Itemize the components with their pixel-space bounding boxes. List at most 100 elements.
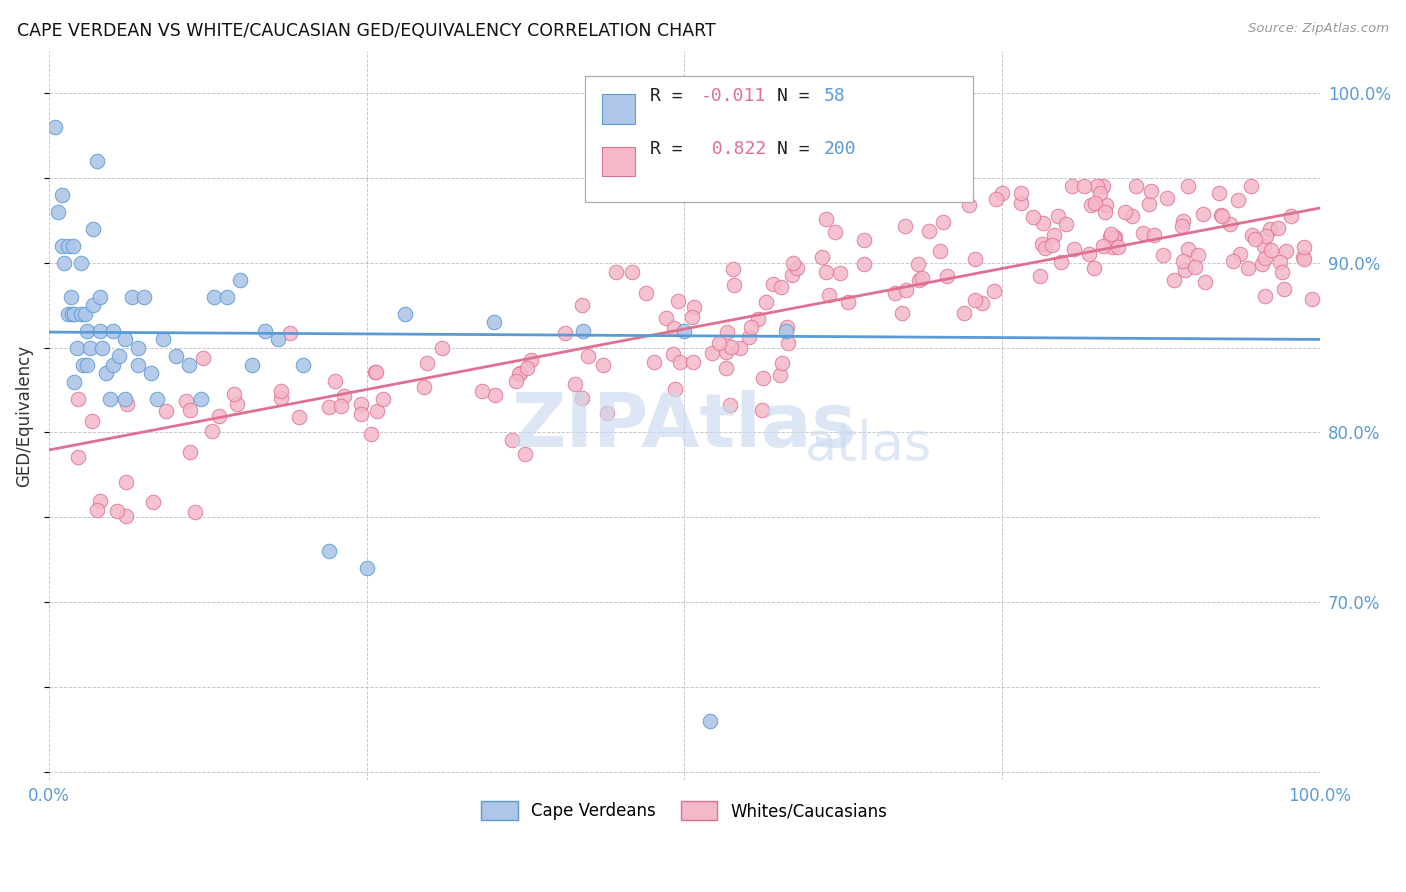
Text: R =: R = <box>650 87 693 105</box>
Point <box>1042 227 1064 242</box>
Point <box>191 351 214 365</box>
Point <box>1073 179 1095 194</box>
Point <box>1084 195 1107 210</box>
Point <box>1177 242 1199 256</box>
Point <box>1022 210 1045 224</box>
Point <box>134 290 156 304</box>
Point <box>1268 254 1291 268</box>
Point <box>1029 268 1052 283</box>
Text: atlas: atlas <box>806 418 932 471</box>
Point <box>155 403 177 417</box>
Point <box>776 320 799 334</box>
Point <box>571 298 593 312</box>
Point <box>1094 205 1116 219</box>
Point <box>516 361 538 376</box>
Point <box>253 324 276 338</box>
Point <box>1279 209 1302 223</box>
Point <box>1083 260 1105 275</box>
Point <box>775 324 797 338</box>
Point <box>751 403 773 417</box>
Point <box>1170 219 1192 233</box>
Point <box>240 358 263 372</box>
Point <box>894 284 917 298</box>
Point <box>501 433 523 447</box>
Point <box>1060 179 1083 194</box>
Point <box>643 355 665 369</box>
Point <box>721 262 744 277</box>
Point <box>62 239 84 253</box>
Point <box>1152 248 1174 262</box>
Point <box>723 277 745 292</box>
Point <box>215 290 238 304</box>
Point <box>51 239 73 253</box>
Point <box>96 366 118 380</box>
Point <box>1292 250 1315 264</box>
Point <box>1137 197 1160 211</box>
Point <box>972 296 994 310</box>
Point <box>1054 217 1077 231</box>
Point <box>1092 239 1115 253</box>
Point <box>430 341 453 355</box>
FancyBboxPatch shape <box>602 147 634 177</box>
Point <box>782 256 804 270</box>
Point <box>893 219 915 234</box>
Point <box>907 272 929 286</box>
Point <box>811 250 834 264</box>
Point <box>662 321 685 335</box>
Point <box>605 265 627 279</box>
Point <box>673 324 696 338</box>
Text: N =: N = <box>778 140 821 158</box>
Point <box>1156 192 1178 206</box>
Point <box>1174 263 1197 277</box>
Point <box>179 444 201 458</box>
Text: 200: 200 <box>824 140 856 158</box>
Text: -0.011: -0.011 <box>700 87 766 105</box>
Point <box>911 270 934 285</box>
Point <box>929 244 952 259</box>
Point <box>1032 216 1054 230</box>
Point <box>184 505 207 519</box>
Point <box>63 307 86 321</box>
Point <box>174 393 197 408</box>
Point <box>1046 209 1069 223</box>
Point <box>853 257 876 271</box>
Point <box>1294 252 1316 266</box>
Point <box>86 153 108 168</box>
Point <box>1301 292 1323 306</box>
Point <box>1240 179 1263 194</box>
Point <box>571 391 593 405</box>
Point <box>1258 222 1281 236</box>
Point <box>814 265 837 279</box>
Point <box>1104 230 1126 244</box>
FancyBboxPatch shape <box>585 76 973 202</box>
Point <box>1033 242 1056 256</box>
Point <box>1194 276 1216 290</box>
Point <box>1102 230 1125 244</box>
Point <box>1222 253 1244 268</box>
Point <box>1010 196 1032 211</box>
Point <box>127 358 149 372</box>
Point <box>957 198 980 212</box>
Point <box>965 293 987 307</box>
Point <box>1140 184 1163 198</box>
Legend: Cape Verdeans, Whites/Caucasians: Cape Verdeans, Whites/Caucasians <box>474 795 894 827</box>
Text: ZIPAtlas: ZIPAtlas <box>512 390 856 463</box>
Point <box>655 311 678 326</box>
Point <box>1107 240 1129 254</box>
Point <box>114 392 136 406</box>
Point <box>1237 260 1260 275</box>
Point <box>1125 179 1147 194</box>
Point <box>1267 221 1289 235</box>
Point <box>853 233 876 247</box>
Point <box>356 561 378 575</box>
Point <box>366 365 388 379</box>
Point <box>1191 207 1213 221</box>
Text: 58: 58 <box>824 87 846 105</box>
Point <box>1114 205 1136 219</box>
Point <box>66 341 89 355</box>
Point <box>1260 243 1282 257</box>
Point <box>728 341 751 355</box>
Point <box>634 286 657 301</box>
Point <box>280 326 302 340</box>
Point <box>89 290 111 304</box>
